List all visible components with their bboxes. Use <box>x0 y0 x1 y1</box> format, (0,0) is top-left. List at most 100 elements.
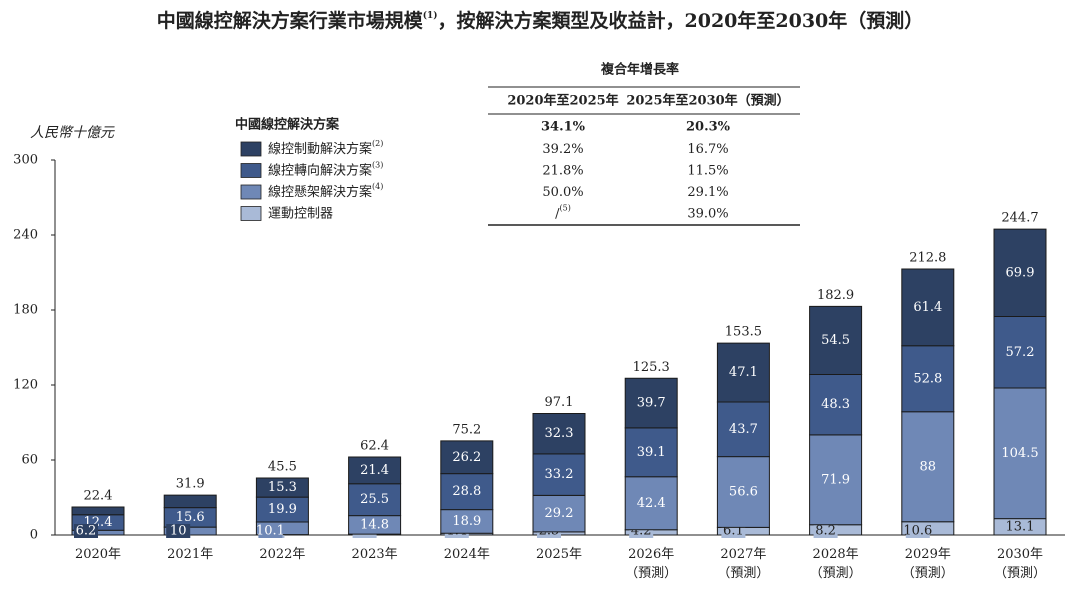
value-label: 26.2 <box>452 450 481 465</box>
y-tick-label: 120 <box>13 378 38 393</box>
value-label: 104.5 <box>1001 446 1038 461</box>
y-tick-label: 180 <box>13 303 38 318</box>
cagr-value: 29.1% <box>687 185 728 200</box>
value-label: 42.4 <box>637 496 666 511</box>
bar-segment <box>440 473 494 511</box>
value-label: 25.5 <box>360 492 389 507</box>
legend-swatch <box>240 163 262 178</box>
y-tick-label: 60 <box>21 453 38 468</box>
y-tick-label: 300 <box>13 153 38 168</box>
x-tick-label: 2029年 （預測） <box>901 547 954 581</box>
bar-segment <box>348 483 402 517</box>
total-label: 31.9 <box>176 477 205 492</box>
value-label: 61.4 <box>913 300 942 315</box>
cagr-text: 29.1% <box>687 185 728 200</box>
bar-segment <box>163 494 217 509</box>
bar-segment <box>993 387 1047 520</box>
legend-label: 運動控制器 <box>268 206 333 221</box>
x-tick-label: 2025年 <box>535 547 583 562</box>
total-label: 125.3 <box>633 360 670 375</box>
x-tick-label: 2030年 （預測） <box>993 547 1046 581</box>
bar-segment <box>348 456 402 485</box>
value-label: 29.2 <box>545 506 574 521</box>
value-label-box <box>813 524 838 538</box>
value-label: 21.4 <box>360 463 389 478</box>
legend-title: 中國線控解決方案 <box>235 117 340 133</box>
legend-label: 線控轉向解決方案(3) <box>268 161 383 179</box>
bar-segment <box>71 506 125 516</box>
value-label: 28.8 <box>452 484 481 499</box>
value-label: 47.1 <box>729 365 758 380</box>
bar-segment <box>901 268 955 347</box>
cagr-value: 39.0% <box>687 206 728 221</box>
value-label: 8.2 <box>815 524 836 539</box>
value-label: 33.2 <box>545 467 574 482</box>
title-footnote: (1) <box>423 10 438 21</box>
bar-segment <box>440 440 494 475</box>
chart-title: 中國線控解決方案行業市場規模(1)，按解決方案類型及收益計，2020年至2030… <box>157 9 924 32</box>
x-tick-label: 2027年 （預測） <box>717 547 770 581</box>
value-label: 57.2 <box>1006 345 1035 360</box>
cagr-value: 34.1% <box>541 120 586 135</box>
cagr-value: 39.2% <box>542 142 583 157</box>
bar-segment <box>624 427 678 478</box>
bar-segment <box>901 345 955 413</box>
bar-segment <box>993 316 1047 389</box>
total-label: 45.5 <box>268 460 297 475</box>
value-label: 18.9 <box>452 514 481 529</box>
x-tick-label: 2022年 <box>259 547 306 562</box>
legend-label: 線控懸架解決方案(4) <box>268 182 383 200</box>
value-label: 56.6 <box>729 485 758 500</box>
cagr-value: 16.7% <box>687 142 728 157</box>
bar-segment <box>809 374 863 436</box>
value-label-box <box>258 524 283 538</box>
value-label: 10.6 <box>903 524 932 539</box>
bar-segment <box>255 496 309 523</box>
cagr-text: 50.0% <box>542 185 583 200</box>
cagr-value: 20.3% <box>686 120 731 135</box>
legend-footnote: (2) <box>372 139 383 148</box>
total-label: 182.9 <box>817 288 854 303</box>
y-tick-label: 240 <box>13 228 38 243</box>
title-main: 中國線控解決方案行業市場規模 <box>157 9 424 32</box>
cagr-text: / <box>555 206 560 221</box>
legend-name: 運動控制器 <box>268 206 333 221</box>
value-label: 13.1 <box>1006 519 1035 534</box>
value-label: 88 <box>920 459 937 474</box>
value-label: 71.9 <box>821 472 850 487</box>
cagr-value: 50.0% <box>542 185 583 200</box>
cagr-text: 39.0% <box>687 206 728 221</box>
value-label-box <box>74 524 98 538</box>
value-label: 14.8 <box>360 517 389 532</box>
x-tick-label: 2023年 <box>351 547 398 562</box>
bar-segment <box>255 477 309 498</box>
bar-segment <box>716 401 770 458</box>
bar-segment <box>809 434 863 526</box>
y-axis-label: 人民幣十億元 <box>30 125 115 141</box>
value-label: 39.7 <box>637 396 666 411</box>
cagr-text: 39.2% <box>542 142 583 157</box>
cagr-text: 11.5% <box>687 163 728 178</box>
value-label: 19.9 <box>268 502 297 517</box>
x-tick-label: 2021年 <box>167 547 214 562</box>
legend-name: 線控轉向解決方案 <box>268 162 372 178</box>
total-label: 153.5 <box>725 325 762 340</box>
value-label: 6.2 <box>76 524 97 539</box>
cagr-value: 21.8% <box>542 163 583 178</box>
value-label: 48.3 <box>821 397 850 412</box>
total-label: 212.8 <box>909 251 946 266</box>
x-tick-label: 2020年 <box>74 547 122 562</box>
title-rest: ，按解決方案類型及收益計，2020年至2030年（預測） <box>438 9 924 32</box>
value-label: 15.3 <box>268 480 297 495</box>
legend-swatch <box>240 206 262 221</box>
cagr-title: 複合年增長率 <box>600 62 679 78</box>
value-label: 69.9 <box>1006 265 1035 280</box>
bar-segment <box>809 305 863 375</box>
cagr-column: 2025年至2030年（預測） <box>626 93 789 109</box>
value-label: 39.1 <box>637 445 666 460</box>
cagr-footnote: (5) <box>560 204 571 213</box>
legend-footnote: (3) <box>372 161 383 170</box>
total-label: 22.4 <box>84 489 113 504</box>
